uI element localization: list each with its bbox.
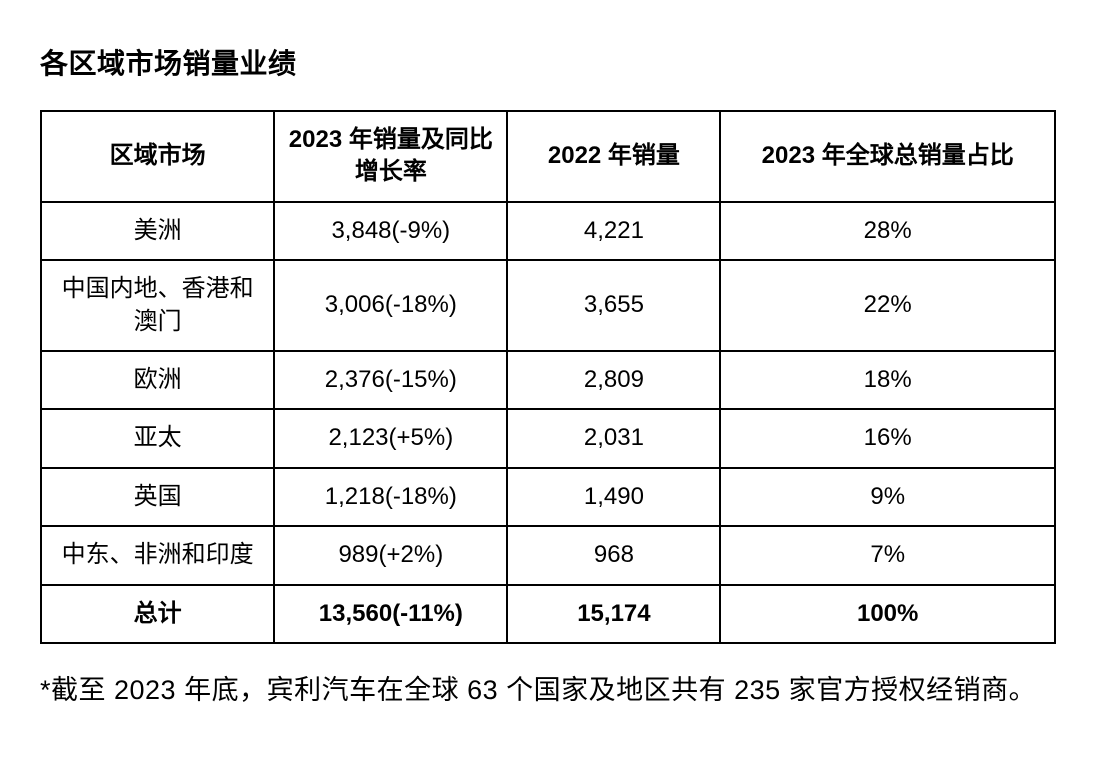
cell-region: 英国 xyxy=(41,468,274,526)
header-sales-2023: 2023 年销量及同比增长率 xyxy=(274,111,507,202)
cell-region: 欧洲 xyxy=(41,351,274,409)
header-sales-2022: 2022 年销量 xyxy=(507,111,720,202)
cell-share: 16% xyxy=(720,409,1055,467)
cell-share: 9% xyxy=(720,468,1055,526)
header-share: 2023 年全球总销量占比 xyxy=(720,111,1055,202)
cell-total-sales-2022: 15,174 xyxy=(507,585,720,643)
cell-share: 28% xyxy=(720,202,1055,260)
table-row: 中国内地、香港和澳门 3,006(-18%) 3,655 22% xyxy=(41,260,1055,351)
cell-region: 美洲 xyxy=(41,202,274,260)
cell-region: 中国内地、香港和澳门 xyxy=(41,260,274,351)
cell-share: 7% xyxy=(720,526,1055,584)
cell-sales-2022: 2,809 xyxy=(507,351,720,409)
table-row: 中东、非洲和印度 989(+2%) 968 7% xyxy=(41,526,1055,584)
cell-sales-2022: 2,031 xyxy=(507,409,720,467)
cell-sales-2023: 2,123(+5%) xyxy=(274,409,507,467)
table-row: 欧洲 2,376(-15%) 2,809 18% xyxy=(41,351,1055,409)
page-title: 各区域市场销量业绩 xyxy=(40,42,1056,82)
table-row: 英国 1,218(-18%) 1,490 9% xyxy=(41,468,1055,526)
cell-region: 亚太 xyxy=(41,409,274,467)
cell-sales-2022: 968 xyxy=(507,526,720,584)
sales-table: 区域市场 2023 年销量及同比增长率 2022 年销量 2023 年全球总销量… xyxy=(40,110,1056,644)
table-header-row: 区域市场 2023 年销量及同比增长率 2022 年销量 2023 年全球总销量… xyxy=(41,111,1055,202)
cell-region: 中东、非洲和印度 xyxy=(41,526,274,584)
footnote-text: *截至 2023 年底，宾利汽车在全球 63 个国家及地区共有 235 家官方授… xyxy=(40,670,1056,712)
table-row: 美洲 3,848(-9%) 4,221 28% xyxy=(41,202,1055,260)
table-total-row: 总计 13,560(-11%) 15,174 100% xyxy=(41,585,1055,643)
cell-sales-2022: 3,655 xyxy=(507,260,720,351)
cell-sales-2023: 2,376(-15%) xyxy=(274,351,507,409)
cell-sales-2023: 3,006(-18%) xyxy=(274,260,507,351)
cell-sales-2023: 989(+2%) xyxy=(274,526,507,584)
cell-total-sales-2023: 13,560(-11%) xyxy=(274,585,507,643)
cell-total-share: 100% xyxy=(720,585,1055,643)
header-region: 区域市场 xyxy=(41,111,274,202)
table-row: 亚太 2,123(+5%) 2,031 16% xyxy=(41,409,1055,467)
cell-sales-2022: 1,490 xyxy=(507,468,720,526)
cell-total-label: 总计 xyxy=(41,585,274,643)
cell-share: 22% xyxy=(720,260,1055,351)
cell-share: 18% xyxy=(720,351,1055,409)
cell-sales-2023: 1,218(-18%) xyxy=(274,468,507,526)
cell-sales-2023: 3,848(-9%) xyxy=(274,202,507,260)
cell-sales-2022: 4,221 xyxy=(507,202,720,260)
